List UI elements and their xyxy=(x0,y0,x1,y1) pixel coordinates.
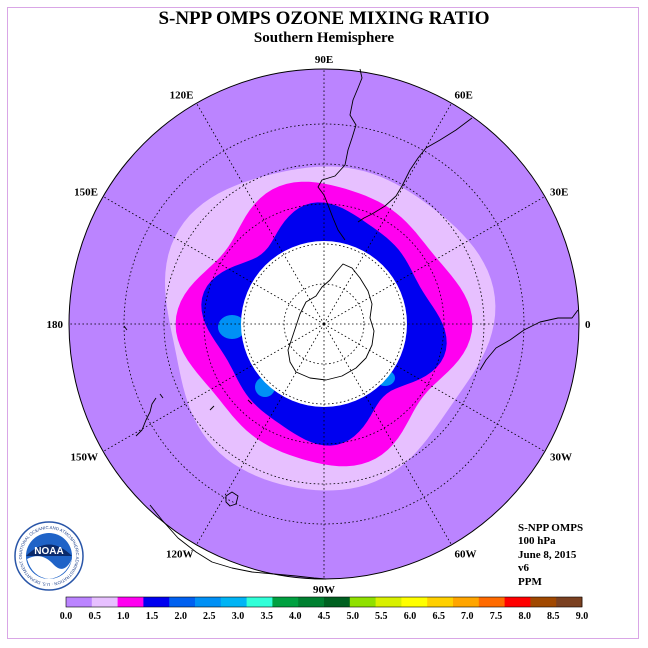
coastline-australia xyxy=(149,504,327,580)
colorbar-swatch xyxy=(504,597,531,607)
colorbar-tick-label: 7.5 xyxy=(490,611,503,622)
colorbar-swatch xyxy=(427,597,454,607)
meridian-line xyxy=(196,102,325,325)
colorbar-tick-label: 1.5 xyxy=(146,611,159,622)
colorbar-tick-label: 6.0 xyxy=(404,611,417,622)
noaa-logo-text: NOAA xyxy=(34,546,63,557)
colorbar-tick-label: 3.5 xyxy=(260,611,273,622)
colorbar-outline xyxy=(65,596,583,608)
colorbar-swatch xyxy=(143,597,170,607)
graticule xyxy=(69,69,579,579)
colorbar-tick-label: 2.5 xyxy=(203,611,216,622)
colorbar-swatch xyxy=(349,597,376,607)
coastline-antarctica xyxy=(287,263,375,381)
colorbar-tick-label: 1.0 xyxy=(117,611,130,622)
colorbar-tick-label: 3.0 xyxy=(232,611,245,622)
colorbar-swatch xyxy=(169,597,196,607)
colorbar-swatch xyxy=(220,597,247,607)
longitude-label: 120W xyxy=(166,549,194,561)
map-title: S-NPP OMPS OZONE MIXING RATIO xyxy=(158,8,490,29)
info-version: v6 xyxy=(518,562,529,575)
meridian-line xyxy=(323,323,452,546)
coastline-africa xyxy=(479,309,579,371)
info-instrument: S-NPP OMPS xyxy=(518,522,584,534)
coastline-south-america-east xyxy=(357,117,473,223)
colorbar-swatch xyxy=(117,597,144,607)
coastline-new-zealand xyxy=(135,397,157,437)
colorbar-tick-label: 4.0 xyxy=(289,611,302,622)
meridian-line xyxy=(323,102,452,325)
info-date: June 8, 2015 xyxy=(518,548,577,561)
colorbar-tick-label: 8.5 xyxy=(547,611,560,622)
colorbar-swatch xyxy=(324,597,351,607)
colorbar-swatch xyxy=(272,597,299,607)
colorbar-swatch xyxy=(375,597,402,607)
longitude-label: 120E xyxy=(170,90,194,102)
colorbar-tick-label: 8.0 xyxy=(518,611,531,622)
longitude-label: 150W xyxy=(71,452,99,464)
info-level: 100 hPa xyxy=(518,535,556,548)
coastline-islands xyxy=(123,325,253,411)
colorbar-swatch xyxy=(66,597,93,607)
map-boundary xyxy=(68,68,580,580)
meridian-line xyxy=(323,196,546,325)
meridian-line xyxy=(323,323,546,452)
colorbar-swatch xyxy=(453,597,480,607)
colorbar-tick-label: 6.5 xyxy=(432,611,445,622)
meridian-line xyxy=(102,323,325,452)
colorbar-swatch xyxy=(298,597,325,607)
meridian-line xyxy=(196,323,325,546)
longitude-label: 30E xyxy=(550,187,568,199)
colorbar-swatch xyxy=(246,597,273,607)
noaa-logo: NOAA NATIONAL OCEANIC AND ATMOSPHERIC AD… xyxy=(12,517,84,596)
longitude-label: 180 xyxy=(47,319,64,331)
info-block: S-NPP OMPS 100 hPa June 8, 2015 v6 PPM xyxy=(518,522,583,589)
longitude-label: 90E xyxy=(315,54,333,66)
longitude-label: 150E xyxy=(74,187,98,199)
longitude-label: 90W xyxy=(313,584,335,596)
colorbar-swatch xyxy=(556,597,583,607)
colorbar-tick-label: 9.0 xyxy=(576,611,589,622)
plot-frame xyxy=(7,7,639,639)
colorbar-swatch xyxy=(478,597,505,607)
colorbar: 0.0 0.5 1.0 1.5 2.0 2.5 3.0 3.5 4.0 4.5 5.0 5.5 6.0 6… xyxy=(60,596,589,622)
field-2.0-2.5-a xyxy=(218,315,246,339)
colorbar-swatch xyxy=(530,597,557,607)
coastline-south-america xyxy=(317,68,363,241)
longitude-labels: 90W 60W 30W 0 30E 60E 90E 120E 150E 180 150W 120W xyxy=(47,54,592,596)
colorbar-tick-label: 5.0 xyxy=(346,611,359,622)
colorbar-tick-label: 5.5 xyxy=(375,611,388,622)
map-subtitle: Southern Hemisphere xyxy=(253,30,395,46)
longitude-label: 0 xyxy=(585,319,591,331)
longitude-label: 60W xyxy=(455,549,477,561)
colorbar-tick-label: 0.0 xyxy=(60,611,73,622)
longitude-label: 30W xyxy=(550,452,572,464)
longitude-label: 60E xyxy=(455,90,473,102)
colorbar-tick-label: 4.5 xyxy=(318,611,331,622)
meridian-line xyxy=(102,196,325,325)
colorbar-swatch xyxy=(401,597,428,607)
info-units: PPM xyxy=(518,575,542,588)
colorbar-tick-label: 0.5 xyxy=(88,611,101,622)
colorbar-swatch xyxy=(195,597,222,607)
colorbar-tick-label: 7.0 xyxy=(461,611,474,622)
colorbar-swatch xyxy=(91,597,118,607)
colorbar-tick-label: 2.0 xyxy=(174,611,187,622)
